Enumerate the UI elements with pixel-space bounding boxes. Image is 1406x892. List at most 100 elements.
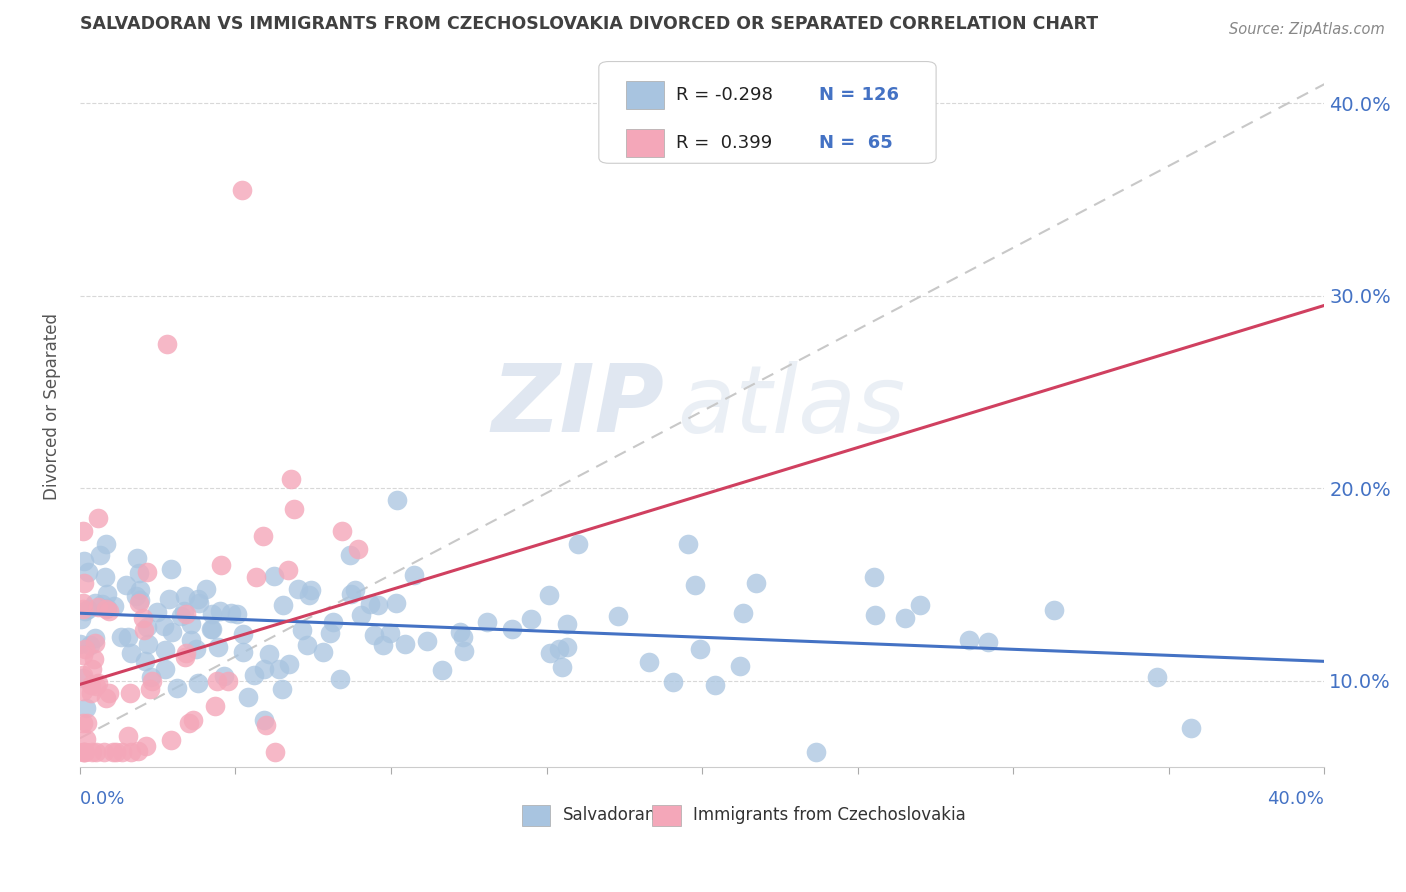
- Point: [957, 632, 980, 647]
- Point: [277, 563, 299, 577]
- Point: [87, 675, 110, 690]
- Point: [363, 628, 385, 642]
- Point: [72, 596, 94, 610]
- Point: [117, 730, 139, 744]
- Point: [170, 609, 193, 624]
- Point: [683, 578, 706, 592]
- Point: [232, 645, 254, 659]
- Point: [378, 625, 401, 640]
- Point: [179, 716, 201, 731]
- Point: [120, 745, 142, 759]
- Point: [689, 642, 711, 657]
- Point: [232, 627, 254, 641]
- Point: [245, 569, 267, 583]
- Point: [343, 582, 366, 597]
- Point: [117, 630, 139, 644]
- Point: [132, 611, 155, 625]
- Point: [187, 591, 209, 606]
- Point: [373, 638, 395, 652]
- Point: [75, 745, 97, 759]
- Point: [538, 646, 561, 660]
- Point: [174, 607, 197, 621]
- Text: R =  0.399: R = 0.399: [676, 134, 772, 152]
- Point: [80, 686, 103, 700]
- Point: [201, 622, 224, 636]
- Point: [638, 656, 661, 670]
- Point: [730, 658, 752, 673]
- Text: Salvadorans: Salvadorans: [562, 806, 665, 824]
- Point: [94, 602, 117, 616]
- Text: 0.0%: 0.0%: [80, 790, 125, 808]
- Point: [98, 604, 121, 618]
- Point: [277, 657, 299, 672]
- Point: [551, 660, 574, 674]
- Point: [135, 620, 157, 634]
- Point: [893, 610, 915, 624]
- Point: [80, 678, 103, 692]
- Point: [977, 635, 1000, 649]
- Point: [141, 673, 163, 688]
- Bar: [522, 805, 550, 826]
- Point: [96, 601, 118, 615]
- Point: [103, 599, 125, 613]
- Point: [676, 537, 699, 551]
- Point: [84, 631, 107, 645]
- Point: [1043, 603, 1066, 617]
- Point: [179, 633, 201, 648]
- Point: [135, 565, 157, 579]
- Point: [253, 662, 276, 676]
- Point: [432, 663, 454, 677]
- Point: [73, 575, 96, 590]
- Point: [387, 493, 409, 508]
- Text: N = 126: N = 126: [820, 86, 898, 103]
- Point: [83, 652, 105, 666]
- Point: [146, 605, 169, 619]
- Point: [252, 529, 274, 543]
- Point: [76, 716, 98, 731]
- Point: [299, 582, 322, 597]
- Point: [128, 596, 150, 610]
- Point: [557, 616, 579, 631]
- Point: [291, 623, 314, 637]
- Point: [111, 745, 134, 759]
- Point: [662, 674, 685, 689]
- Point: [166, 681, 188, 695]
- Point: [184, 642, 207, 657]
- Point: [322, 615, 344, 629]
- Point: [367, 598, 389, 612]
- Point: [312, 645, 335, 659]
- Text: atlas: atlas: [678, 361, 905, 452]
- FancyBboxPatch shape: [599, 62, 936, 163]
- Point: [87, 511, 110, 525]
- Point: [453, 644, 475, 658]
- Point: [134, 624, 156, 638]
- Point: [127, 744, 149, 758]
- Point: [110, 630, 132, 644]
- Point: [98, 686, 121, 700]
- Point: [212, 668, 235, 682]
- Point: [79, 638, 101, 652]
- Point: [83, 636, 105, 650]
- Point: [139, 670, 162, 684]
- Text: R = -0.298: R = -0.298: [676, 86, 773, 103]
- Point: [271, 681, 294, 696]
- Point: [217, 673, 239, 688]
- Point: [267, 662, 290, 676]
- Point: [75, 700, 97, 714]
- Point: [347, 542, 370, 557]
- Point: [201, 607, 224, 621]
- Point: [139, 681, 162, 696]
- Point: [73, 604, 96, 618]
- Y-axis label: Divorced or Separated: Divorced or Separated: [44, 313, 60, 500]
- Point: [606, 608, 628, 623]
- Point: [330, 524, 353, 539]
- Point: [86, 599, 108, 614]
- Point: [176, 646, 198, 660]
- Point: [475, 615, 498, 630]
- Point: [157, 592, 180, 607]
- Point: [384, 596, 406, 610]
- Point: [174, 589, 197, 603]
- Bar: [626, 81, 664, 109]
- Point: [745, 576, 768, 591]
- Point: [804, 745, 827, 759]
